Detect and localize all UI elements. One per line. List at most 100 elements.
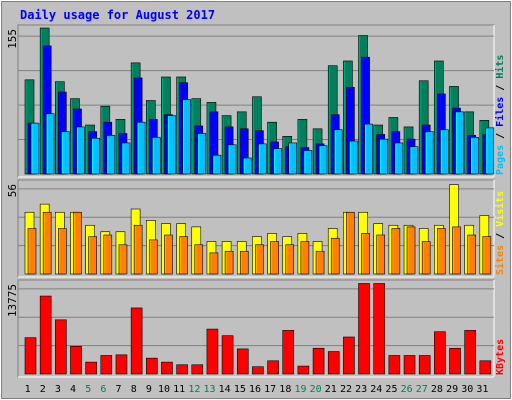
- panels-group: 155 Pages / Files / Hits 56 Sites / Visits 1…: [6, 24, 506, 378]
- bar-kbytes-day-16: [252, 366, 264, 375]
- x-tick-day-19: 19: [294, 384, 306, 395]
- bar-kbytes-day-22: [343, 336, 355, 375]
- bar-kbytes-day-9: [145, 357, 158, 375]
- panel-top: 155 Pages / Files / Hits: [6, 24, 506, 178]
- bar-pages-day-9: [151, 136, 161, 175]
- bar-pages-day-13: [212, 154, 222, 175]
- bar-kbytes-day-1: [24, 337, 37, 375]
- bar-kbytes-day-31: [479, 360, 492, 375]
- bar-kbytes-day-19: [297, 365, 310, 375]
- legend-item-kbytes: KBytes: [495, 339, 506, 375]
- bar-pages-day-4: [76, 126, 85, 175]
- bar-kbytes-day-15: [236, 348, 249, 375]
- bar-kbytes-day-12: [191, 364, 204, 375]
- max-label-middle: 56: [6, 184, 19, 197]
- legend-middle: Sites / Visits: [494, 191, 506, 275]
- legend-item-hits: Hits: [494, 55, 506, 79]
- bar-sites-day-19: [300, 241, 310, 275]
- bar-sites-day-25: [391, 228, 401, 275]
- bar-sites-day-30: [467, 234, 476, 275]
- bar-pages-day-26: [409, 146, 419, 175]
- bar-sites-day-8: [133, 224, 143, 275]
- bar-pages-day-1: [30, 122, 40, 175]
- bar-kbytes-day-8: [130, 307, 143, 375]
- bar-pages-day-28: [440, 129, 449, 175]
- x-tick-day-4: 4: [70, 384, 76, 395]
- bar-sites-day-12: [194, 244, 204, 275]
- bar-sites-day-9: [148, 239, 158, 275]
- bar-sites-day-20: [315, 250, 325, 275]
- bar-pages-day-2: [45, 113, 55, 175]
- bar-kbytes-day-6: [100, 355, 113, 375]
- bar-pages-day-3: [61, 131, 70, 175]
- bar-kbytes-day-30: [464, 330, 476, 375]
- bar-pages-day-23: [364, 123, 373, 175]
- bar-pages-day-25: [394, 142, 404, 175]
- bar-pages-day-11: [182, 99, 191, 175]
- x-tick-day-1: 1: [25, 384, 31, 395]
- bar-sites-day-21: [330, 237, 340, 275]
- x-tick-day-17: 17: [264, 384, 276, 395]
- bar-kbytes-day-27: [418, 355, 431, 375]
- legend-item-sites: Sites: [494, 245, 506, 275]
- bar-kbytes-day-21: [327, 351, 340, 375]
- bar-kbytes-day-20: [312, 347, 325, 375]
- bar-sites-day-27: [421, 241, 431, 275]
- bar-pages-day-18: [288, 142, 298, 175]
- x-tick-day-2: 2: [40, 384, 46, 395]
- bar-pages-day-30: [470, 136, 479, 175]
- bar-kbytes-day-7: [115, 354, 128, 375]
- bar-kbytes-day-11: [176, 364, 188, 375]
- bar-pages-day-22: [349, 140, 358, 175]
- x-tick-day-11: 11: [173, 384, 185, 395]
- bar-pages-day-12: [197, 133, 207, 175]
- x-tick-day-24: 24: [370, 384, 382, 395]
- legend-item-pages: Pages: [495, 145, 506, 175]
- x-tick-day-23: 23: [355, 384, 367, 395]
- bar-sites-day-4: [73, 211, 82, 275]
- bar-pages-day-17: [273, 148, 282, 175]
- x-tick-day-27: 27: [416, 384, 428, 395]
- bar-pages-day-5: [91, 137, 100, 175]
- x-tick-day-9: 9: [146, 384, 152, 395]
- x-tick-day-30: 30: [461, 384, 473, 395]
- x-tick-day-3: 3: [55, 384, 61, 395]
- legend-top: Pages / Files / Hits: [494, 55, 506, 175]
- legend-bottom: KBytes: [495, 339, 506, 375]
- x-tick-day-31: 31: [476, 384, 488, 395]
- max-label-bottom: 13775: [6, 284, 19, 317]
- bar-kbytes-day-5: [85, 361, 97, 375]
- bar-kbytes-day-18: [282, 330, 295, 375]
- bar-kbytes-day-26: [403, 355, 416, 375]
- x-tick-day-15: 15: [234, 384, 246, 395]
- bar-sites-day-26: [406, 226, 416, 275]
- bar-pages-day-15: [242, 157, 252, 175]
- x-tick-day-8: 8: [131, 384, 137, 395]
- bar-pages-day-27: [424, 131, 434, 175]
- bar-pages-day-10: [167, 115, 176, 175]
- legend-item-visits: Visits: [494, 191, 506, 227]
- bar-kbytes-day-25: [388, 355, 401, 375]
- legend-item-files: Files: [494, 97, 506, 127]
- panel-middle: 56 Sites / Visits: [6, 179, 506, 278]
- chart-title: Daily usage for August 2017: [20, 8, 215, 22]
- x-tick-day-14: 14: [219, 384, 231, 395]
- x-tick-day-7: 7: [116, 384, 122, 395]
- bar-sites-day-11: [179, 236, 188, 275]
- bar-kbytes-day-24: [373, 283, 386, 375]
- bar-kbytes-day-3: [55, 319, 67, 375]
- bar-kbytes-day-23: [358, 283, 370, 375]
- x-axis-labels: 1 2 3 4 5 6 7 8 9 10 11 12 13 14 15 16 17 18 19 20 21 22 23 24 2…: [25, 384, 489, 395]
- bar-pages-day-7: [121, 142, 131, 175]
- bar-sites-day-29: [452, 226, 461, 275]
- x-tick-day-29: 29: [446, 384, 458, 395]
- x-tick-day-26: 26: [401, 384, 413, 395]
- bar-kbytes-day-10: [161, 361, 173, 375]
- bar-sites-day-24: [376, 234, 386, 275]
- bar-sites-day-13: [209, 252, 219, 275]
- bar-pages-day-6: [106, 135, 116, 175]
- max-label-top: 155: [6, 29, 19, 49]
- x-tick-day-6: 6: [100, 384, 106, 395]
